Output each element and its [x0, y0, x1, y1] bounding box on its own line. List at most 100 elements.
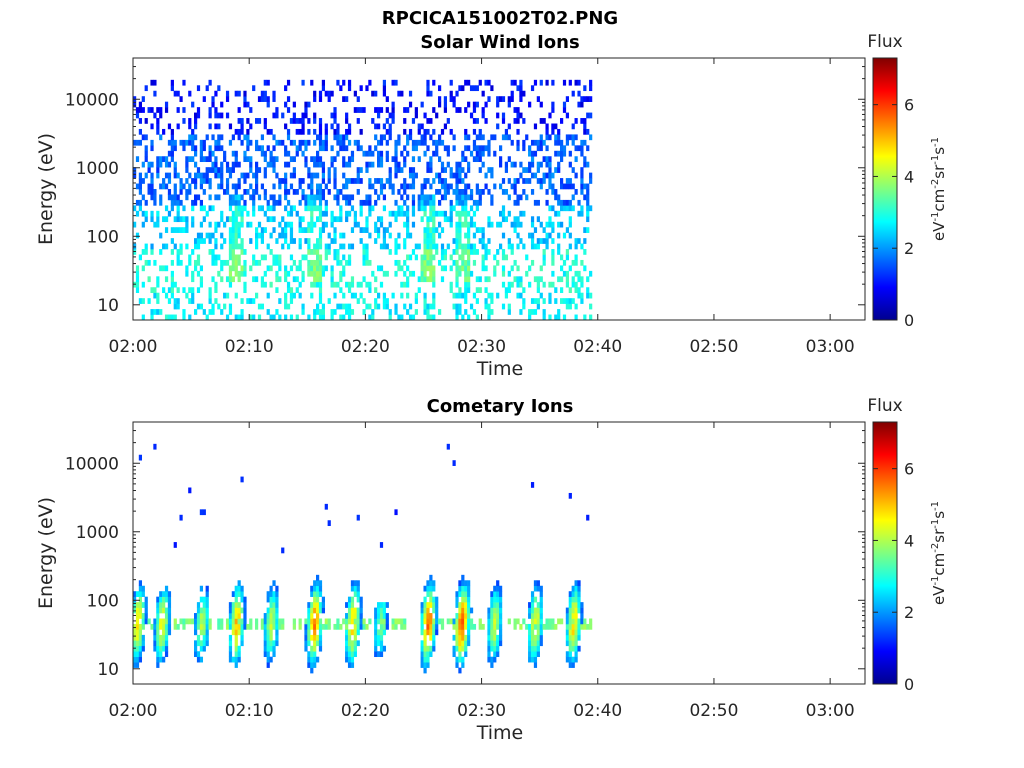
- heatmap-cell: [286, 161, 291, 168]
- heatmap-cell: [286, 281, 291, 288]
- heatmap-cell: [214, 243, 218, 250]
- heatmap-cell: [519, 221, 523, 228]
- heatmap-cell: [414, 172, 418, 179]
- heatmap-cell: [504, 128, 509, 135]
- heatmap-cell: [493, 613, 497, 619]
- heatmap-cell: [324, 503, 328, 510]
- heatmap-cell: [487, 656, 491, 663]
- heatmap-cell: [423, 254, 427, 261]
- heatmap-cell: [202, 189, 206, 195]
- heatmap-cell: [493, 656, 497, 663]
- heatmap-cell: [487, 139, 491, 146]
- heatmap-cell: [371, 90, 375, 97]
- heatmap-cell: [545, 221, 549, 228]
- heatmap-cell: [533, 580, 538, 587]
- heatmap-cell: [228, 216, 233, 223]
- heatmap-cell: [159, 591, 163, 597]
- heatmap-cell: [452, 249, 456, 255]
- heatmap-cell: [467, 618, 471, 625]
- heatmap-cell: [159, 645, 163, 652]
- heatmap-cell: [560, 618, 564, 625]
- heatmap-cell: [240, 172, 244, 179]
- heatmap-cell: [359, 210, 363, 217]
- heatmap-cell: [519, 623, 523, 630]
- heatmap-cell: [164, 216, 169, 223]
- heatmap-cell: [333, 183, 337, 190]
- heatmap-cell: [260, 150, 265, 157]
- heatmap-cell: [411, 205, 416, 212]
- heatmap-cell: [362, 227, 366, 233]
- heatmap-cell: [414, 298, 418, 304]
- heatmap-cell: [333, 112, 337, 119]
- heatmap-cell: [542, 259, 546, 266]
- heatmap-cell: [475, 101, 479, 108]
- heatmap-cell: [202, 645, 206, 652]
- heatmap-cell: [371, 309, 375, 315]
- heatmap-cell: [321, 221, 326, 228]
- heatmap-cell: [545, 618, 549, 625]
- heatmap-cell: [138, 128, 143, 135]
- heatmap-cell: [400, 167, 404, 173]
- heatmap-cell: [516, 216, 520, 223]
- heatmap-cell: [156, 156, 160, 163]
- heatmap-cell: [278, 194, 282, 201]
- heatmap-cell: [423, 640, 427, 647]
- heatmap-cell: [298, 183, 302, 190]
- heatmap-cell: [135, 640, 140, 647]
- heatmap-cell: [478, 618, 482, 625]
- heatmap-cell: [411, 199, 416, 206]
- heatmap-cell: [318, 205, 323, 212]
- heatmap-cell: [133, 623, 137, 630]
- heatmap-cell: [263, 172, 267, 179]
- heatmap-cell: [208, 221, 212, 228]
- heatmap-cell: [545, 189, 549, 195]
- heatmap-cell: [182, 139, 186, 146]
- heatmap-cell: [449, 128, 453, 135]
- heatmap-cell: [304, 634, 308, 641]
- heatmap-cell: [406, 254, 410, 261]
- heatmap-cell: [205, 167, 209, 173]
- heatmap-cell: [461, 629, 465, 636]
- heatmap-cell: [179, 189, 183, 195]
- heatmap-cell: [176, 205, 180, 212]
- heatmap-cell: [461, 596, 465, 603]
- heatmap-cell: [551, 254, 555, 261]
- heatmap-cell: [467, 79, 471, 86]
- heatmap-cell: [194, 194, 198, 201]
- heatmap-cell: [548, 618, 552, 625]
- heatmap-cell: [382, 232, 387, 239]
- heatmap-cell: [493, 585, 497, 592]
- heatmap-cell: [237, 254, 241, 261]
- heatmap-cell: [420, 276, 424, 283]
- panel-cometary-ions: Cometary Ions 02:00 02:10 02:20 02:30 02:40 0…: [35, 396, 948, 744]
- heatmap-cell: [469, 205, 474, 212]
- heatmap-cell: [394, 238, 398, 244]
- heatmap-cell: [269, 281, 273, 288]
- heatmap-cell: [313, 265, 317, 272]
- heatmap-cell: [237, 259, 241, 266]
- heatmap-cell: [353, 178, 357, 184]
- heatmap-cell: [144, 607, 148, 614]
- heatmap-cell: [469, 194, 474, 201]
- heatmap-cell: [530, 150, 535, 157]
- heatmap-cell: [536, 96, 540, 102]
- heatmap-cell: [533, 150, 538, 157]
- heatmap-cell: [426, 662, 430, 668]
- heatmap-cell: [542, 281, 546, 288]
- heatmap-cell: [432, 634, 436, 641]
- heatmap-cell: [426, 254, 430, 261]
- heatmap-cell: [310, 172, 314, 179]
- heatmap-cell: [324, 265, 328, 272]
- heatmap-cell: [133, 629, 137, 636]
- heatmap-cell: [577, 210, 581, 217]
- heatmap-cell: [551, 189, 555, 195]
- heatmap-cell: [432, 221, 436, 228]
- heatmap-cell: [461, 645, 465, 652]
- heatmap-cell: [214, 298, 218, 304]
- heatmap-cell: [589, 623, 593, 630]
- heatmap-cell: [350, 309, 355, 315]
- heatmap-cell: [141, 221, 145, 228]
- heatmap-cell: [138, 580, 143, 587]
- heatmap-cell: [420, 651, 424, 658]
- heatmap-cell: [228, 238, 233, 244]
